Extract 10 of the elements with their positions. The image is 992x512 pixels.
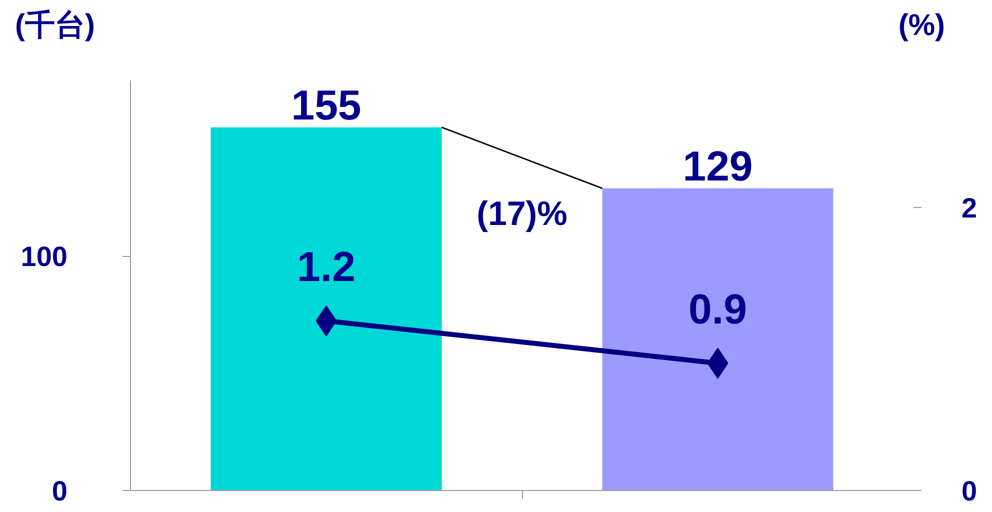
annotation: (17)%: [476, 194, 568, 233]
data-label: 129: [682, 142, 753, 190]
y-tick-label: 100: [20, 241, 68, 272]
data-label: 155: [291, 81, 362, 128]
y2-axis-title: (%): [898, 8, 945, 44]
data-label: 1.2: [297, 242, 356, 290]
y-axis-title: (千台): [15, 8, 95, 44]
y2-tick-label: 0: [962, 476, 978, 506]
y2-tick-label: 2: [962, 192, 978, 224]
data-label: 0.9: [688, 285, 747, 332]
